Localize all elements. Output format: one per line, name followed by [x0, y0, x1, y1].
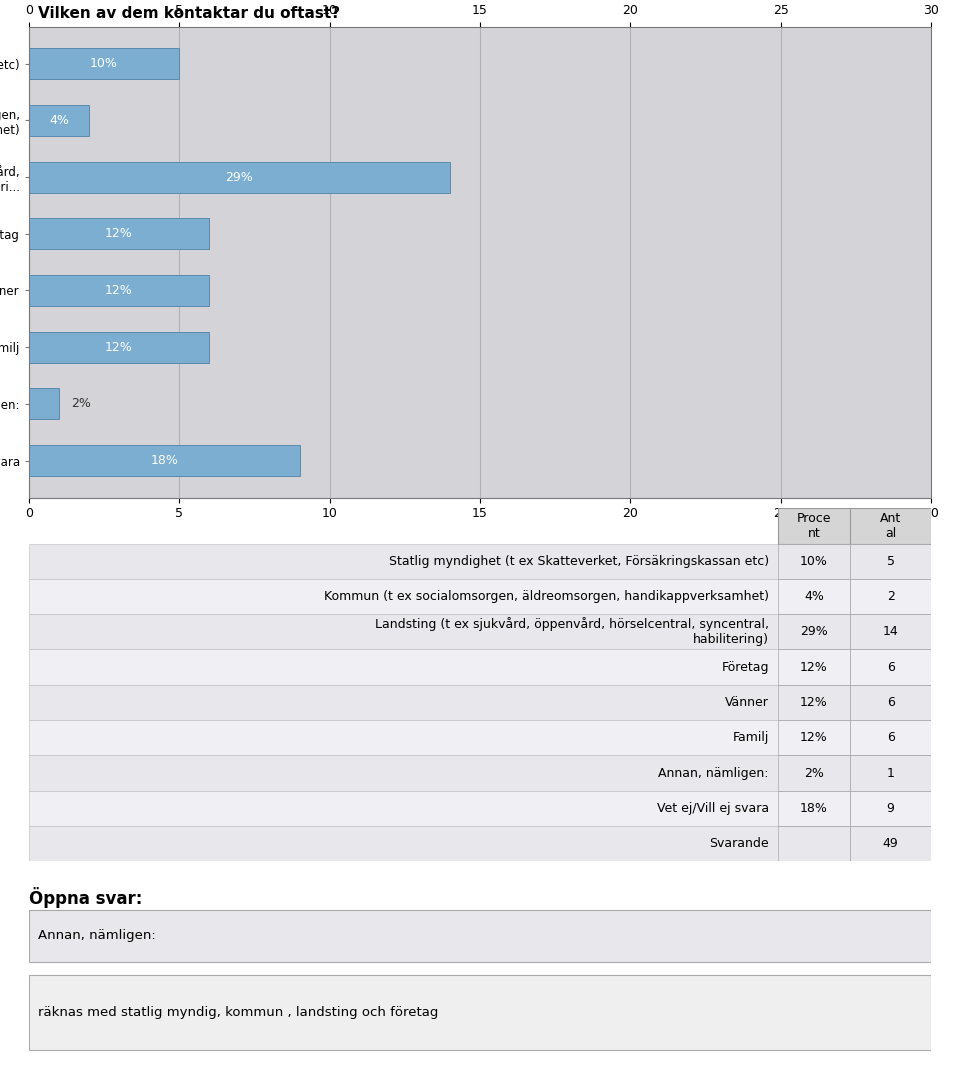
Bar [29, 720, 931, 755]
Text: Svarande: Svarande [709, 837, 769, 851]
Bar [850, 579, 931, 614]
Text: 6: 6 [887, 696, 895, 709]
Bar [778, 791, 850, 826]
Bar [850, 508, 931, 544]
Bar [850, 826, 931, 861]
Text: 29%: 29% [226, 170, 253, 184]
Text: 12%: 12% [800, 660, 828, 674]
Text: Företag: Företag [721, 660, 769, 674]
Text: 12%: 12% [106, 340, 132, 354]
Text: Annan, nämligen:: Annan, nämligen: [37, 929, 156, 943]
Text: Vilken av dem kontaktar du oftast?: Vilken av dem kontaktar du oftast? [38, 6, 341, 21]
Text: 9: 9 [887, 801, 895, 815]
Text: 6: 6 [887, 660, 895, 674]
Bar [29, 105, 89, 136]
Text: 5: 5 [887, 554, 895, 568]
Text: Vet ej/Vill ej svara: Vet ej/Vill ej svara [657, 801, 769, 815]
Text: 6: 6 [887, 731, 895, 745]
Bar [29, 445, 300, 476]
Text: 18%: 18% [800, 801, 828, 815]
Text: 10%: 10% [800, 554, 828, 568]
Bar [29, 218, 209, 249]
Text: räknas med statlig myndig, kommun , landsting och företag: räknas med statlig myndig, kommun , land… [37, 1006, 438, 1019]
Bar [29, 544, 931, 579]
Text: 2: 2 [887, 590, 895, 603]
Bar [29, 791, 931, 826]
Bar [778, 508, 850, 544]
Bar [29, 579, 931, 614]
Text: 4%: 4% [49, 113, 69, 127]
Text: 18%: 18% [150, 454, 179, 468]
Text: 14: 14 [882, 625, 899, 639]
Bar [778, 579, 850, 614]
Bar [29, 826, 931, 861]
Text: 10%: 10% [90, 57, 118, 71]
Bar [778, 826, 850, 861]
Text: Statlig myndighet (t ex Skatteverket, Försäkringskassan etc): Statlig myndighet (t ex Skatteverket, Fö… [389, 554, 769, 568]
Bar [850, 544, 931, 579]
Bar [850, 685, 931, 720]
Bar [850, 649, 931, 685]
Bar [29, 48, 180, 79]
Text: Ant
al: Ant al [880, 511, 901, 540]
Text: Familj: Familj [732, 731, 769, 745]
Text: Öppna svar:: Öppna svar: [29, 887, 142, 908]
Bar [29, 975, 931, 1050]
Text: 29%: 29% [800, 625, 828, 639]
Bar [850, 614, 931, 649]
Bar [29, 275, 209, 306]
Bar [778, 649, 850, 685]
Text: 4%: 4% [804, 590, 824, 603]
Text: 12%: 12% [106, 227, 132, 241]
Text: 1: 1 [887, 766, 895, 780]
Text: Annan, nämligen:: Annan, nämligen: [659, 766, 769, 780]
Bar [850, 720, 931, 755]
Bar [778, 720, 850, 755]
Text: Kommun (t ex socialomsorgen, äldreomsorgen, handikappverksamhet): Kommun (t ex socialomsorgen, äldreomsorg… [324, 590, 769, 603]
Text: 12%: 12% [800, 731, 828, 745]
Bar [29, 910, 931, 962]
Bar [29, 614, 931, 649]
Text: 12%: 12% [106, 284, 132, 297]
Bar [29, 388, 59, 419]
Bar [29, 649, 931, 685]
Bar [778, 544, 850, 579]
Text: 2%: 2% [71, 397, 91, 411]
Text: 2%: 2% [804, 766, 824, 780]
Text: 12%: 12% [800, 696, 828, 709]
Bar [29, 755, 931, 791]
Text: Vänner: Vänner [725, 696, 769, 709]
Bar [850, 791, 931, 826]
Bar [850, 755, 931, 791]
Bar [29, 685, 931, 720]
Text: Landsting (t ex sjukvård, öppenvård, hörselcentral, syncentral,
habilitering): Landsting (t ex sjukvård, öppenvård, hör… [374, 617, 769, 646]
Bar [778, 614, 850, 649]
Bar [778, 685, 850, 720]
Text: 49: 49 [882, 837, 899, 851]
Bar [29, 162, 450, 193]
Bar [29, 332, 209, 363]
Text: Proce
nt: Proce nt [797, 511, 831, 540]
Bar [778, 755, 850, 791]
